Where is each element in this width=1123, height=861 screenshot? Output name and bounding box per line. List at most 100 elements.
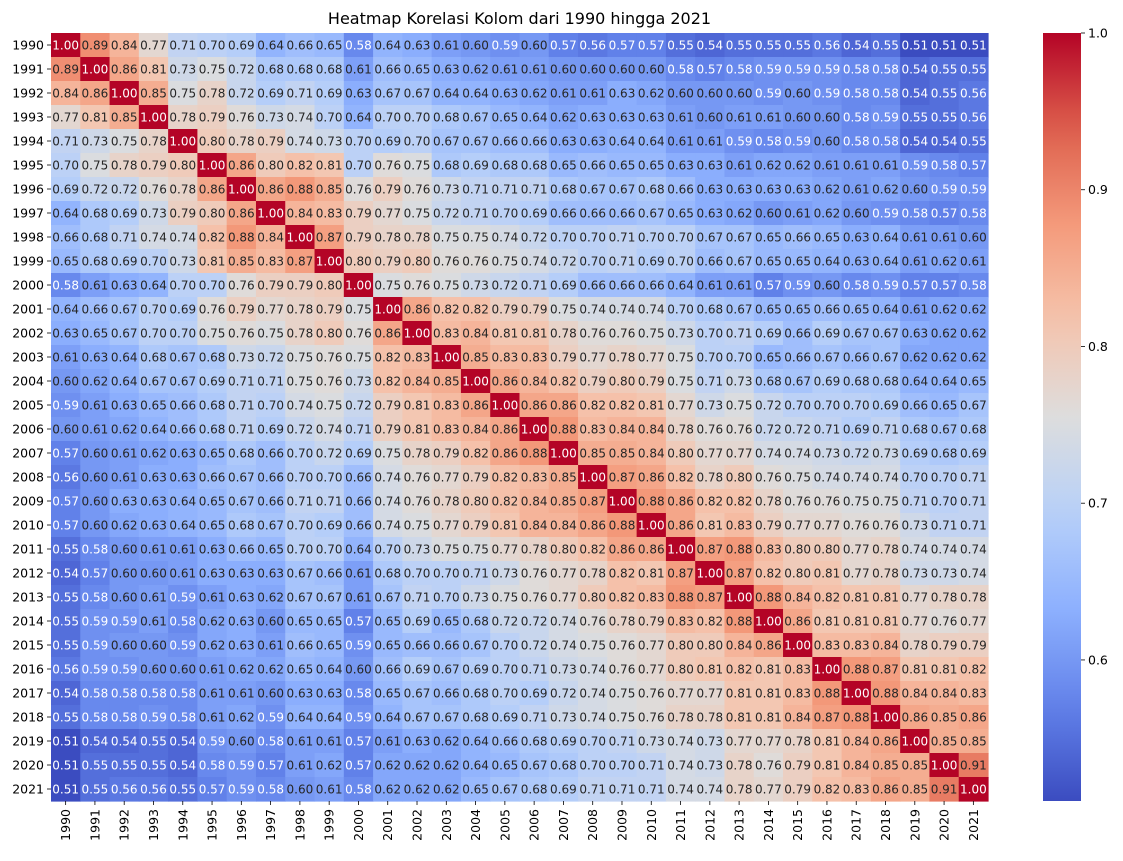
heatmap-cell	[80, 777, 111, 802]
heatmap-cell	[51, 225, 81, 250]
heatmap-cell-label: 0.65	[492, 110, 519, 124]
heatmap-cell-label: 0.56	[960, 86, 987, 100]
heatmap-cell	[490, 345, 521, 370]
heatmap-cell-label: 0.71	[696, 374, 723, 388]
heatmap-cell	[402, 441, 433, 466]
heatmap-cell	[460, 81, 491, 106]
heatmap-cell	[695, 393, 726, 418]
heatmap-cell	[51, 681, 81, 706]
heatmap-cell	[255, 297, 286, 322]
heatmap-cell-label: 0.58	[872, 134, 899, 148]
heatmap-cell-label: 0.60	[169, 662, 196, 676]
heatmap-cell-label: 0.76	[228, 326, 255, 340]
heatmap-cell	[402, 465, 433, 490]
heatmap-cell-label: 0.61	[345, 566, 372, 580]
heatmap-cell	[636, 657, 667, 682]
heatmap-cell	[812, 681, 843, 706]
heatmap-cell	[431, 609, 462, 634]
heatmap-cell-label: 0.57	[696, 62, 723, 76]
heatmap-cell	[578, 681, 608, 706]
heatmap-cell	[402, 753, 433, 778]
heatmap-cell	[695, 633, 726, 658]
heatmap-cell-label: 0.54	[901, 62, 928, 76]
heatmap-cell	[373, 33, 403, 58]
heatmap-cell-label: 0.73	[82, 134, 109, 148]
heatmap-cell	[695, 177, 726, 202]
heatmap-cell	[343, 441, 374, 466]
heatmap-cell	[343, 105, 374, 130]
heatmap-cell	[783, 681, 813, 706]
heatmap-cell	[578, 465, 608, 490]
heatmap-cell	[665, 57, 696, 82]
heatmap-cell	[431, 105, 462, 130]
heatmap-cell	[109, 777, 140, 802]
heatmap-cell-label: 0.65	[638, 158, 665, 172]
heatmap-cell-label: 0.65	[550, 158, 577, 172]
heatmap-cell-label: 0.84	[521, 518, 548, 532]
heatmap-cell	[900, 441, 931, 466]
heatmap-cell	[51, 297, 81, 322]
heatmap-cell	[285, 633, 316, 658]
heatmap-cell-label: 0.88	[228, 230, 255, 244]
heatmap-cell	[841, 441, 872, 466]
heatmap-cell	[255, 441, 286, 466]
heatmap-cell	[80, 585, 111, 610]
y-tick-label: 2011	[12, 542, 44, 557]
heatmap-cell-label: 0.58	[345, 686, 372, 700]
heatmap-cell-label: 0.77	[784, 518, 811, 532]
heatmap-cell-label: 0.63	[696, 206, 723, 220]
heatmap-cell	[783, 657, 813, 682]
heatmap-cell	[548, 585, 579, 610]
heatmap-cell-label: 0.66	[316, 566, 343, 580]
heatmap-cell-label: 0.62	[960, 302, 987, 316]
heatmap-cell-label: 0.87	[726, 566, 753, 580]
heatmap-cell-label: 0.66	[843, 350, 870, 364]
heatmap-cell-label: 0.55	[872, 38, 899, 52]
heatmap-cell-label: 0.70	[287, 518, 314, 532]
heatmap-cell	[460, 369, 491, 394]
heatmap-cell-label: 0.72	[755, 422, 782, 436]
heatmap-cell-label: 0.62	[931, 254, 958, 268]
heatmap-cell-label: 0.80	[345, 254, 372, 268]
heatmap-cell-label: 0.71	[960, 518, 987, 532]
heatmap-cell-label: 0.76	[521, 590, 548, 604]
heatmap-cell	[900, 537, 931, 562]
heatmap-cell-label: 0.86	[492, 422, 519, 436]
heatmap-cell	[548, 729, 579, 754]
heatmap-cell-label: 0.77	[696, 686, 723, 700]
heatmap-cell-label: 0.84	[462, 326, 489, 340]
heatmap-cell	[900, 369, 931, 394]
heatmap-cell-label: 0.68	[257, 62, 284, 76]
heatmap-cell	[695, 657, 726, 682]
heatmap-cell-label: 0.81	[696, 662, 723, 676]
heatmap-cell	[138, 489, 169, 514]
heatmap-cell	[168, 729, 199, 754]
heatmap-cell-label: 0.60	[638, 62, 665, 76]
x-tick-label: 1994	[175, 809, 190, 841]
heatmap-cell	[695, 33, 726, 58]
heatmap-cell-label: 0.70	[404, 134, 431, 148]
heatmap-cell	[373, 753, 403, 778]
heatmap-cell-label: 0.63	[433, 62, 460, 76]
heatmap-cell	[285, 297, 316, 322]
heatmap-cell-label: 0.69	[843, 422, 870, 436]
heatmap-cell	[431, 153, 462, 178]
heatmap-cell	[138, 153, 169, 178]
heatmap-cell	[812, 609, 843, 634]
heatmap-cell-label: 0.60	[52, 374, 79, 388]
heatmap-cell-label: 0.59	[814, 86, 841, 100]
heatmap-cell-label: 0.75	[345, 302, 372, 316]
heatmap-cell-label: 0.62	[199, 638, 226, 652]
heatmap-cell	[665, 537, 696, 562]
heatmap-cell	[109, 681, 140, 706]
heatmap-cell-label: 0.72	[492, 278, 519, 292]
heatmap-cell	[578, 561, 608, 586]
heatmap-cell	[80, 681, 111, 706]
heatmap-cell	[402, 561, 433, 586]
heatmap-cell	[900, 321, 931, 346]
heatmap-cell	[109, 33, 140, 58]
heatmap-cell	[373, 705, 403, 730]
heatmap-cell	[636, 609, 667, 634]
heatmap-cell-label: 0.78	[726, 782, 753, 796]
colorbar-tick-label: 0.6	[1088, 652, 1108, 667]
